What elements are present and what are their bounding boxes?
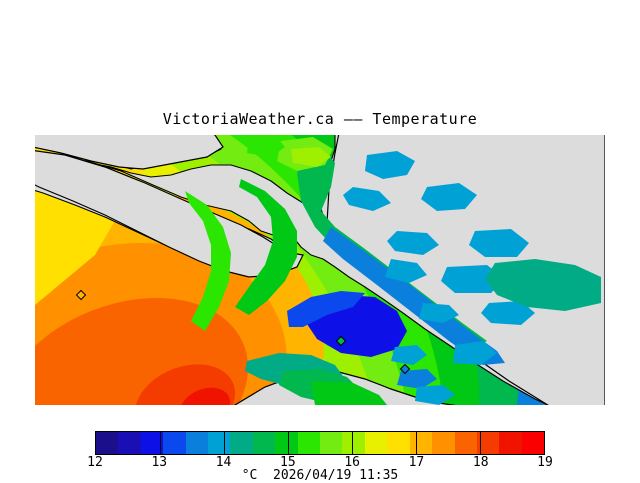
map-canvas — [35, 135, 605, 405]
inlet-mid-green-channel — [235, 179, 297, 315]
station-nw-offshore[interactable] — [75, 289, 87, 301]
colorbar-segment-0 — [96, 432, 119, 454]
colorbar-tick-12: 12 — [87, 455, 103, 470]
colorbar-segment-17 — [476, 432, 500, 454]
colorbar-caption: °C 2026/04/19 11:35 — [241, 468, 399, 483]
colorbar-segment-7 — [252, 432, 276, 454]
colorbar-divider-1 — [160, 432, 161, 454]
inlet-west-green — [185, 191, 231, 331]
colorbar-tick-14: 14 — [215, 455, 232, 470]
colorbar-tick-18: 18 — [472, 455, 489, 470]
colorbar-segment-12 — [364, 432, 388, 454]
colorbar-segment-18 — [499, 432, 522, 454]
colorbar-divider-2 — [224, 432, 225, 454]
sea-inlets — [185, 135, 601, 405]
colorbar-segment-6 — [230, 432, 253, 454]
colorbar-tick-15: 15 — [280, 455, 296, 470]
colorbar-divider-4 — [352, 432, 353, 454]
colorbar-tick-16: 16 — [344, 455, 360, 470]
colorbar-segment-9 — [297, 432, 321, 454]
colorbar-divider-3 — [288, 432, 289, 454]
page-title: VictoriaWeather.ca —— Temperature — [162, 110, 478, 128]
colorbar-tick-labels: 12 13 14 15 16 17 18 19 — [0, 455, 640, 471]
colorbar-segment-16 — [454, 432, 477, 454]
station-north-channel[interactable] — [335, 335, 347, 347]
temperature-map — [35, 135, 605, 405]
colorbar-segment-13 — [387, 432, 410, 454]
colorbar-tick-19: 19 — [537, 455, 553, 470]
colorbar[interactable] — [95, 431, 545, 455]
colorbar-segment-5 — [208, 432, 231, 454]
colorbar-segment-19 — [521, 432, 545, 454]
colorbar-segment-14 — [409, 432, 433, 454]
station-northeast[interactable] — [399, 363, 411, 375]
colorbar-divider-6 — [480, 432, 481, 454]
colorbar-tick-13: 13 — [151, 455, 168, 470]
colorbar-tick-17: 17 — [408, 455, 425, 470]
colorbar-segment-8 — [275, 432, 298, 454]
colorbar-segment-1 — [118, 432, 141, 454]
colorbar-segment-2 — [140, 432, 164, 454]
colorbar-segment-11 — [342, 432, 365, 454]
colorbar-segment-4 — [185, 432, 209, 454]
colorbar-segment-10 — [320, 432, 343, 454]
station-markers — [75, 289, 411, 375]
colorbar-segment-3 — [163, 432, 186, 454]
colorbar-segment-15 — [432, 432, 455, 454]
colorbar-divider-5 — [416, 432, 417, 454]
